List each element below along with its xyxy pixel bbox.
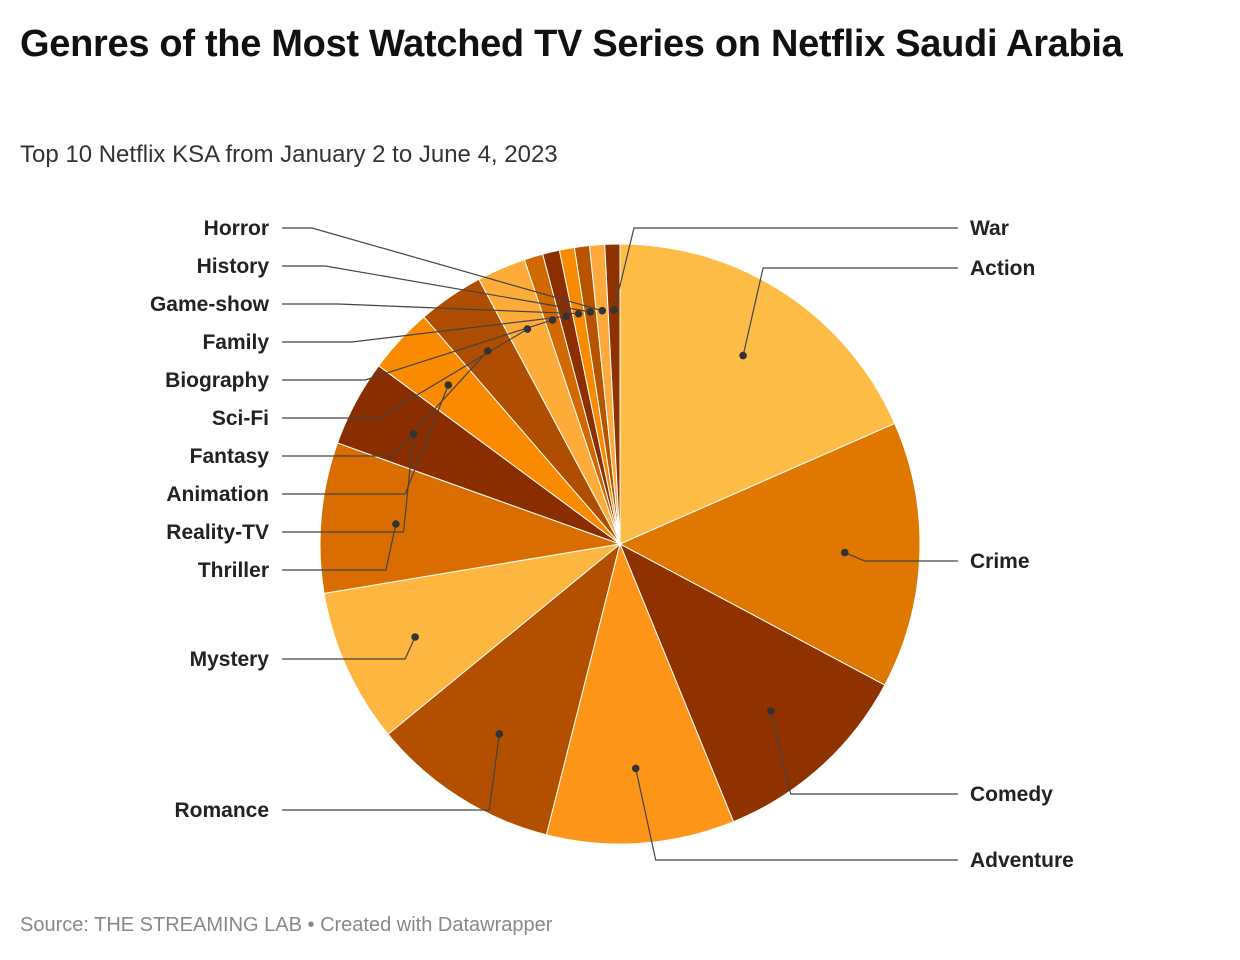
slice-label-biography: Biography [165,369,269,392]
pie-slice-comedy[interactable] [619,542,886,823]
slice-label-comedy: Comedy [970,783,1053,806]
pie-slices [319,243,921,845]
slice-label-fantasy: Fantasy [190,445,270,468]
leader-line-thriller [282,523,397,571]
slice-label-war: War [970,217,1009,240]
leader-dot-biography [548,316,557,324]
pie-slice-mystery[interactable] [323,543,622,735]
slice-label-mystery: Mystery [190,648,270,671]
pie-slice-romance[interactable] [387,542,621,836]
pie-slice-thriller[interactable] [319,442,622,594]
leader-dot-reality-tv [409,430,418,438]
slice-label-adventure: Adventure [970,849,1074,872]
leader-line-history [282,265,591,313]
chart-title: Genres of the Most Watched TV Series on … [20,23,1123,65]
leader-dot-romance [495,730,504,738]
leader-dot-history [586,308,595,316]
leader-line-biography [282,319,553,381]
leader-line-sci-fi [282,328,528,419]
leader-dot-war [610,306,618,314]
credit-note: Created with Datawrapper [320,914,553,936]
slice-label-history: History [197,255,270,278]
leader-dot-sci-fi [523,325,532,333]
leader-line-comedy [770,710,958,795]
leader-line-horror [282,227,603,312]
slice-label-family: Family [202,331,269,354]
pie-slice-war[interactable] [604,243,621,545]
slice-label-animation: Animation [166,483,269,506]
leader-dot-fantasy [483,347,492,355]
leader-dot-animation [444,381,453,389]
leader-dot-action [739,351,747,360]
leader-line-fantasy [282,350,489,457]
leader-dot-adventure [631,764,640,773]
leader-dot-game-show [574,309,583,318]
leader-dot-thriller [392,520,400,528]
pie-slice-action[interactable] [619,243,896,545]
slice-label-reality-tv: Reality-TV [166,521,269,544]
leader-line-adventure [635,768,958,861]
slice-labels: Horror History Game-show Family Biography Sci… [150,217,1074,872]
source-note: Source: THE STREAMING LAB [20,914,302,936]
slice-label-horror: Horror [204,217,269,240]
leader-line-animation [282,384,449,495]
leader-dot-mystery [411,633,419,641]
leader-dot-family [562,312,570,321]
pie-slice-adventure[interactable] [545,542,735,845]
leader-dot-comedy [767,707,775,715]
slice-label-crime: Crime [970,550,1030,573]
leader-line-romance [282,733,500,811]
leader-line-family [282,315,567,343]
leader-line-mystery [282,636,416,660]
slice-label-romance: Romance [174,799,269,822]
slice-label-game-show: Game-show [150,293,270,316]
chart-subtitle: Top 10 Netflix KSA from January 2 to Jun… [20,141,558,168]
leader-line-action [742,267,958,356]
slice-label-sci-fi: Sci-Fi [212,407,269,430]
leader-dot-horror [598,306,606,315]
chart-footer: Source: THE STREAMING LAB • Created with… [20,914,552,937]
footer-separator: • [301,914,321,936]
leader-line-war [613,227,958,311]
leader-line-crime [844,552,958,562]
leader-line-reality-tv [282,433,415,533]
leader-dot-crime [841,548,849,557]
slice-label-action: Action [970,257,1035,280]
pie-slice-crime[interactable] [618,422,921,686]
leader-line-game-show [282,303,579,315]
slice-label-thriller: Thriller [198,559,269,582]
leader-lines [282,227,958,861]
